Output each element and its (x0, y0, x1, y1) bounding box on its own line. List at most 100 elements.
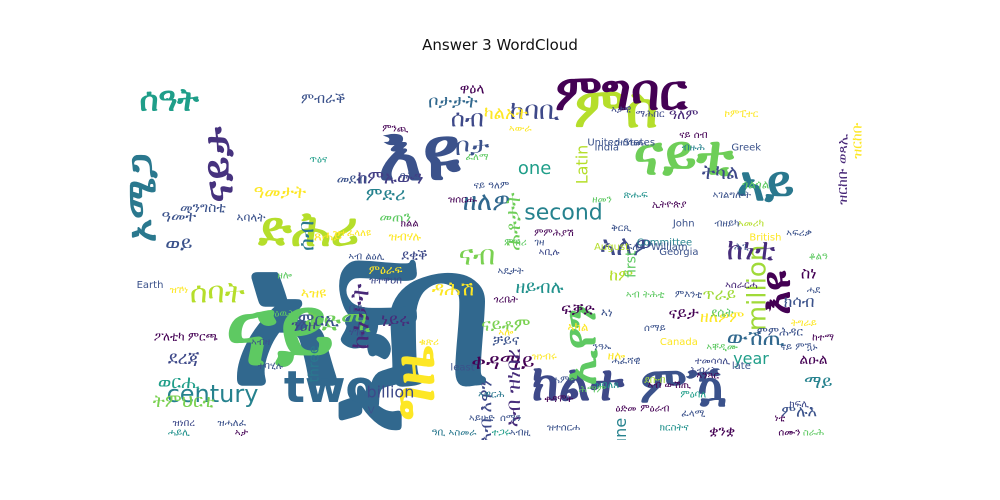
word-94: ምርጫ (188, 329, 218, 343)
word-105: ስራሕ (803, 427, 824, 438)
word-83: ኣካል (567, 320, 589, 334)
word-74: June (611, 418, 630, 440)
word-176: ኣብዛ (251, 337, 270, 348)
word-100: ደሴት (711, 306, 734, 320)
word-112: ኣሰራርሓ (725, 280, 758, 291)
word-21: ቦታ (455, 132, 490, 162)
word-144: ዝነብሩ (532, 351, 557, 362)
word-125: ዘመን (592, 195, 612, 206)
word-65: three (306, 345, 322, 382)
word-17: ሰባት (190, 275, 245, 310)
word-19: ኩነታት (345, 283, 375, 349)
word-45: ቀዳማይ (471, 350, 534, 375)
word-72: ምሉእ (781, 401, 817, 420)
word-115: ትግራይ (791, 318, 817, 329)
word-151: ክርስትና (660, 423, 690, 434)
word-150: ኣገልግሎት (713, 190, 752, 201)
word-171: ምንጪ (382, 123, 409, 134)
word-116: ኣስመራ (449, 427, 478, 438)
word-177: ንዓኡ (593, 342, 612, 353)
word-44: ከም (609, 265, 633, 284)
word-47: ጥራይ (702, 284, 736, 303)
word-70: ልዑል (799, 352, 827, 368)
word-55: መጠን (379, 210, 411, 226)
word-96: መንግስቲ (180, 200, 226, 216)
word-126: ፍሉይ (626, 242, 646, 253)
word-18: ቅድሚ (304, 305, 371, 338)
word-10: ግዜ (380, 346, 448, 420)
word-155: ዝሰርሑ (448, 195, 478, 206)
word-158: ዝሓለፈ (217, 418, 246, 429)
word-80: ክሳብ (784, 292, 815, 311)
word-135: ዕድመ (616, 404, 637, 415)
word-49: ዘለዎም (700, 307, 744, 326)
word-62: ወይ (165, 231, 192, 255)
word-157: ኣታ (235, 427, 249, 438)
word-30: ምብራቕ (301, 91, 345, 107)
word-138: ነቲ (774, 413, 785, 424)
word-173: ዝበዝሑ (616, 138, 647, 149)
word-87: ቋንቋ (709, 423, 735, 439)
word-119: ፖለቲካ (154, 329, 185, 343)
word-90: ብዙሕ (682, 142, 705, 153)
word-13: ምዃ (640, 356, 727, 414)
word-27: ሰብ (451, 105, 484, 133)
word-107: ኣመሪካ (738, 218, 764, 229)
word-163: ምኽሪ (504, 237, 527, 248)
word-180: India (594, 142, 619, 153)
word-4: ኣብ (293, 255, 445, 434)
word-9: century (167, 380, 259, 408)
word-172: ኣብ ልዕሊ (348, 252, 384, 263)
word-60: ወርሒ (158, 372, 200, 393)
word-98: ጥዕና (309, 155, 328, 166)
word-81: ስነ (801, 264, 817, 283)
word-167: ሕማም (579, 385, 606, 396)
word-104: ምዕባለ (680, 389, 706, 400)
word-78: ደቂቕ (401, 248, 427, 264)
word-76: ቤት (349, 301, 365, 315)
word-113: ጎልጎል (742, 177, 770, 191)
word-23: ኢየን (555, 305, 606, 386)
word-84: ቻይና (492, 333, 519, 349)
word-7: ድሕሪ (257, 201, 359, 257)
word-51: ኣብ ዝነበረ (501, 348, 525, 427)
word-149: ብዘይካ (714, 218, 739, 229)
word-156: ተባሂሉ (258, 361, 284, 372)
word-50: ኣብ እዋን (475, 380, 496, 440)
word-139: ቆልዓ (809, 252, 828, 263)
word-43: ምርኢ (298, 310, 340, 331)
word-35: Latin (573, 145, 592, 185)
word-37: ዝርከቡ (850, 122, 866, 159)
word-68: year (733, 349, 769, 368)
word-159: ኣቢሉ (539, 247, 561, 258)
word-14: ኣይ (737, 157, 795, 213)
word-170: ኣታዊ (611, 104, 631, 115)
word-31: ዋዕላ (460, 81, 485, 97)
word-39: ኦሜጋ (126, 153, 165, 242)
word-24: million (742, 245, 772, 332)
word-175: ዕዉት (274, 309, 295, 320)
word-77: ጸሓይ (314, 229, 343, 245)
word-108: ሕጊ (734, 242, 749, 253)
word-26: ከባቢ (510, 96, 560, 126)
word-121: ናይ ምዃኑ (781, 342, 818, 353)
word-189: United States (587, 138, 655, 149)
word-53: ዓመታት (254, 182, 307, 203)
word-89: ኮምፒተር (724, 109, 758, 120)
word-169: ፈላሚ (681, 408, 705, 419)
word-75: billion (366, 382, 414, 401)
word-103: ደቡብ (644, 375, 665, 386)
word-117: ተጋሩ (492, 427, 511, 438)
word-186: British (749, 233, 781, 244)
word-124: ክልል (401, 218, 419, 229)
word-25: ከነቲ (727, 233, 776, 268)
word-61: ትምህርቲ (153, 391, 215, 412)
word-79: first (624, 250, 640, 278)
word-102: ሰሜን (500, 413, 521, 424)
word-153: ኣይሁድ (469, 413, 495, 424)
word-188: Earth (137, 280, 164, 291)
word-3: ምስ (575, 76, 659, 140)
word-2: እዩ (378, 109, 460, 197)
word-190: Canada (660, 337, 698, 348)
